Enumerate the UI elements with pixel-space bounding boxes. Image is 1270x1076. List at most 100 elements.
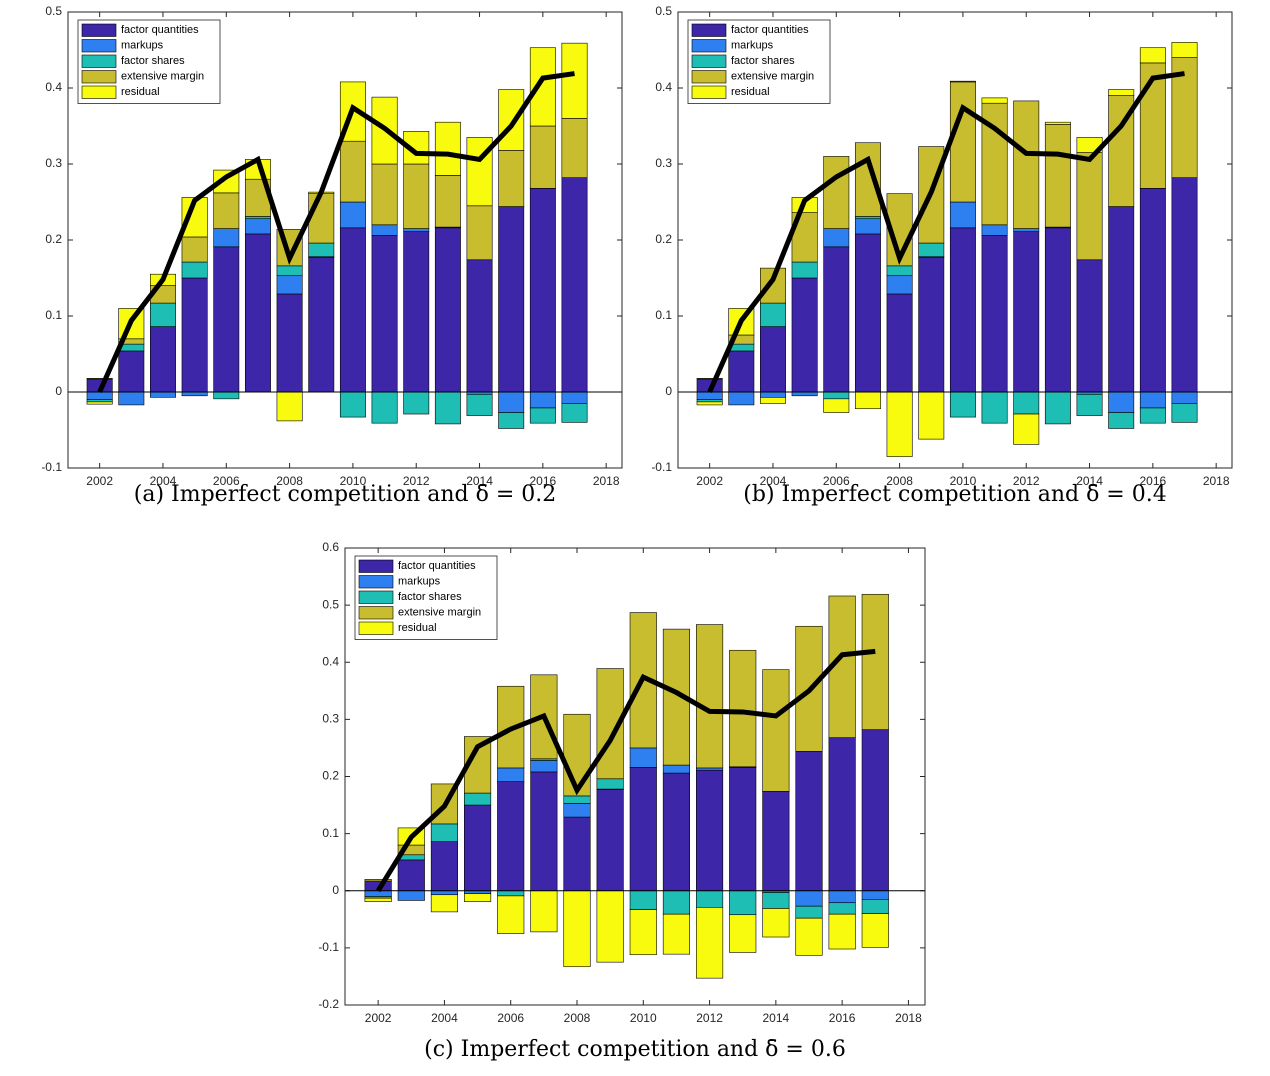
- bar-segment: [823, 398, 850, 413]
- bar-segment: [1076, 393, 1103, 416]
- bar-segment: [949, 227, 976, 393]
- bar-segment: [762, 908, 790, 938]
- legend-label: markups: [121, 40, 164, 52]
- bar-segment: [791, 277, 818, 393]
- bar-segment: [181, 277, 208, 393]
- bar-segment: [464, 893, 492, 902]
- bar-segment: [949, 201, 976, 229]
- x-tick-label: 2018: [1203, 474, 1230, 488]
- bar-segment: [795, 917, 823, 956]
- bar-segment: [430, 890, 458, 896]
- bar-segment: [339, 391, 366, 418]
- bar-segment: [1013, 228, 1040, 232]
- bar-segment: [729, 914, 757, 953]
- bar-segment: [1171, 403, 1198, 423]
- bar-segment: [397, 890, 425, 901]
- bar-segment: [762, 791, 790, 892]
- bar-segment: [1139, 391, 1166, 409]
- bar-segment: [244, 233, 271, 393]
- bar-segment: [729, 890, 757, 916]
- x-tick-label: 2004: [431, 1011, 458, 1025]
- legend-label: factor quantities: [398, 560, 476, 572]
- x-tick-label: 2006: [213, 474, 240, 488]
- bar-segment: [563, 713, 591, 797]
- bar-segment: [563, 890, 591, 968]
- bar-segment: [823, 156, 850, 229]
- x-tick-label: 2018: [895, 1011, 922, 1025]
- x-tick-label: 2002: [86, 474, 113, 488]
- x-tick-label: 2012: [696, 1011, 723, 1025]
- axes-box: [67, 11, 623, 469]
- bar-segment: [861, 593, 889, 730]
- bar-segment: [434, 121, 461, 176]
- y-tick-label: -0.2: [318, 997, 339, 1011]
- bar-segment: [371, 235, 398, 393]
- bar-segment: [86, 391, 113, 400]
- x-tick-label: 2006: [497, 1011, 524, 1025]
- bar-segment: [276, 265, 303, 277]
- legend-label: markups: [398, 576, 441, 588]
- legend-label: factor shares: [731, 55, 795, 67]
- bar-segment: [434, 391, 461, 425]
- bar-segment: [762, 892, 790, 909]
- bar-segment: [795, 905, 823, 919]
- x-tick-label: 2002: [696, 474, 723, 488]
- y-tick-label: 0.4: [655, 80, 672, 94]
- bar-segment: [762, 669, 790, 792]
- bar-segment: [371, 224, 398, 236]
- bar-segment: [729, 767, 757, 892]
- bar-segment: [529, 391, 556, 409]
- bar-segment: [886, 293, 913, 393]
- bar-segment: [861, 899, 889, 914]
- bar-segment: [403, 228, 430, 232]
- bar-segment: [498, 150, 525, 207]
- bar-segment: [918, 257, 945, 393]
- y-tick-label: 0.3: [322, 712, 339, 726]
- bar-segment: [981, 235, 1008, 393]
- y-tick-label: 0.3: [45, 156, 62, 170]
- bar-segment: [760, 391, 786, 398]
- bar-segment: [596, 789, 624, 892]
- bar-segment: [981, 391, 1008, 424]
- bar-segment: [364, 897, 392, 902]
- bar-segment: [308, 257, 335, 393]
- bar-segment: [561, 403, 588, 423]
- y-tick-label: 0.5: [322, 597, 339, 611]
- bar-segment: [430, 894, 458, 913]
- bar-segment: [181, 391, 208, 397]
- bar-segment: [561, 391, 588, 404]
- legend-swatch: [691, 54, 727, 68]
- bar-segment: [86, 401, 113, 405]
- bar-segment: [795, 890, 823, 907]
- axes-box: [677, 11, 1233, 469]
- bar-segment: [696, 378, 723, 380]
- bar-segment: [530, 760, 558, 773]
- total-line: [97, 71, 575, 394]
- bar-segment: [1139, 62, 1166, 189]
- bar-segment: [497, 767, 525, 782]
- y-tick-label: 0.5: [45, 4, 62, 18]
- bar-segment: [662, 772, 690, 892]
- y-tick-label: 0.6: [322, 540, 339, 554]
- bar-segment: [529, 125, 556, 189]
- y-tick-label: 0.2: [45, 232, 62, 246]
- bar-segment: [696, 391, 723, 400]
- legend-swatch: [358, 606, 394, 620]
- bar-segment: [561, 118, 588, 178]
- legend-label: residual: [398, 622, 437, 634]
- x-tick-label: 2014: [763, 1011, 790, 1025]
- bar-segment: [854, 218, 881, 235]
- bar-segment: [1108, 391, 1135, 413]
- bar-segment: [276, 275, 303, 295]
- legend-swatch: [81, 39, 117, 53]
- y-tick-label: 0.4: [322, 654, 339, 668]
- bar-segment: [466, 393, 493, 416]
- x-tick-label: 2014: [466, 474, 493, 488]
- legend-swatch: [81, 70, 117, 84]
- total-line: [376, 648, 876, 893]
- x-tick-label: 2008: [564, 1011, 591, 1025]
- bar-segment: [886, 275, 913, 295]
- x-tick-label: 2002: [365, 1011, 392, 1025]
- bar-segment: [430, 841, 458, 892]
- bar-segment: [276, 293, 303, 393]
